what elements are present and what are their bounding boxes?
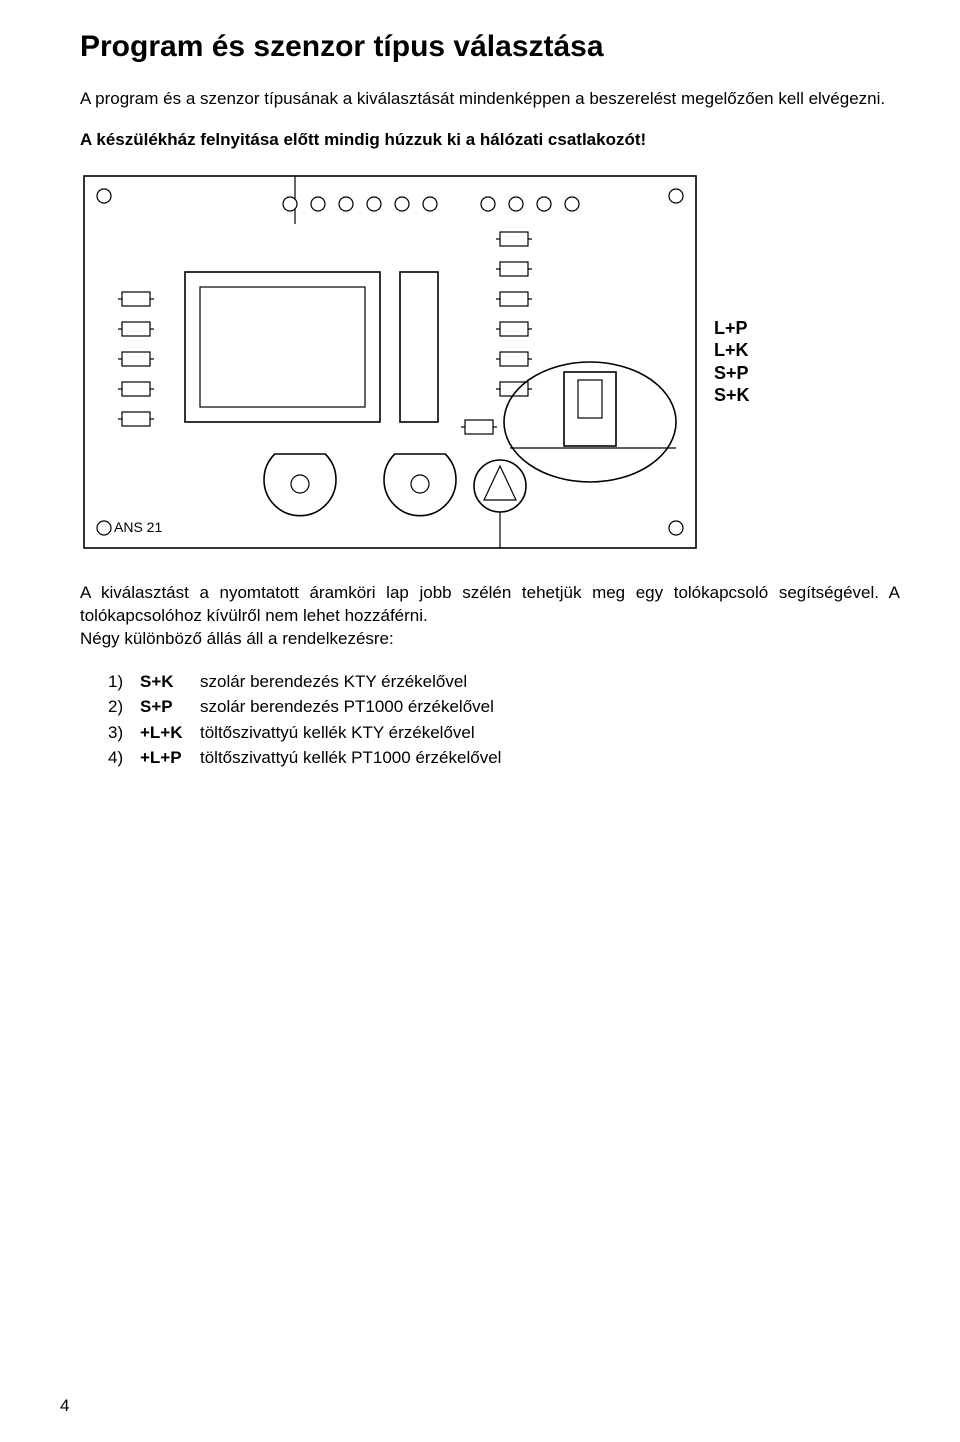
switch-label: L+P: [714, 317, 750, 340]
option-number: 2): [108, 694, 132, 720]
after-diagram-paragraph: A kiválasztást a nyomtatott áramköri lap…: [80, 582, 900, 651]
list-item: 4) +L+P töltőszivattyú kellék PT1000 érz…: [108, 745, 900, 771]
switch-position-labels: L+P L+K S+P S+K: [714, 317, 750, 407]
list-item: 2) S+P szolár berendezés PT1000 érzékelő…: [108, 694, 900, 720]
intro-warning: A készülékház felnyitása előtt mindig hú…: [80, 129, 900, 152]
pcb-diagram-wrap: ANS 21 L+P L+K S+P S+K: [80, 172, 900, 552]
pcb-diagram: ANS 21: [80, 172, 700, 552]
option-number: 1): [108, 669, 132, 695]
option-code: +L+K: [140, 720, 192, 746]
option-code: +L+P: [140, 745, 192, 771]
after-diagram-text-1: A kiválasztást a nyomtatott áramköri lap…: [80, 583, 900, 625]
switch-options-list: 1) S+K szolár berendezés KTY érzékelővel…: [108, 669, 900, 771]
option-text: szolár berendezés PT1000 érzékelővel: [200, 694, 494, 720]
after-diagram-text-2: Négy különböző állás áll a rendelkezésre…: [80, 629, 394, 648]
page-title: Program és szenzor típus választása: [80, 30, 900, 64]
page-number: 4: [60, 1396, 69, 1416]
list-item: 1) S+K szolár berendezés KTY érzékelővel: [108, 669, 900, 695]
option-text: szolár berendezés KTY érzékelővel: [200, 669, 467, 695]
switch-label: L+K: [714, 339, 750, 362]
svg-text:ANS 21: ANS 21: [114, 519, 162, 535]
option-code: S+P: [140, 694, 192, 720]
intro-paragraph-1: A program és a szenzor típusának a kivál…: [80, 88, 900, 111]
option-number: 3): [108, 720, 132, 746]
list-item: 3) +L+K töltőszivattyú kellék KTY érzéke…: [108, 720, 900, 746]
option-number: 4): [108, 745, 132, 771]
option-text: töltőszivattyú kellék KTY érzékelővel: [200, 720, 475, 746]
switch-label: S+P: [714, 362, 750, 385]
option-text: töltőszivattyú kellék PT1000 érzékelővel: [200, 745, 501, 771]
option-code: S+K: [140, 669, 192, 695]
switch-label: S+K: [714, 384, 750, 407]
